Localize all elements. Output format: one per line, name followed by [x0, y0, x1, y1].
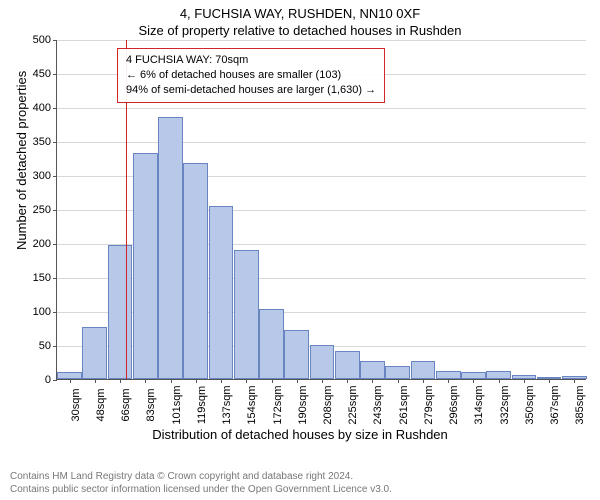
x-tick-mark: [574, 379, 575, 383]
histogram-bar: [486, 371, 511, 379]
y-axis-label: Number of detached properties: [14, 71, 29, 250]
footer-line-1: Contains HM Land Registry data © Crown c…: [10, 470, 392, 483]
y-tick-label: 250: [33, 204, 51, 216]
x-tick-mark: [448, 379, 449, 383]
y-tick-label: 350: [33, 136, 51, 148]
histogram-bar: [335, 351, 360, 379]
x-tick-label: 225sqm: [347, 385, 359, 424]
chart-title-main: 4, FUCHSIA WAY, RUSHDEN, NN10 0XF: [0, 0, 600, 21]
y-tick-mark: [53, 346, 57, 347]
y-tick-label: 200: [33, 238, 51, 250]
x-tick-label: 154sqm: [246, 385, 258, 424]
x-tick-mark: [347, 379, 348, 383]
histogram-bar: [411, 361, 436, 379]
histogram-bar: [108, 245, 133, 379]
histogram-bar: [360, 361, 385, 379]
gridline: [57, 142, 586, 143]
info-line-1: 4 FUCHSIA WAY: 70sqm: [126, 53, 376, 68]
y-tick-mark: [53, 74, 57, 75]
y-tick-label: 100: [33, 306, 51, 318]
histogram-bar: [209, 206, 234, 379]
footer-attribution: Contains HM Land Registry data © Crown c…: [10, 470, 392, 496]
info-line-2: ← 6% of detached houses are smaller (103…: [126, 68, 376, 83]
histogram-bar: [284, 330, 309, 379]
chart-container: Number of detached properties 0501001502…: [0, 40, 600, 440]
x-tick-label: 350sqm: [524, 385, 536, 424]
x-tick-mark: [297, 379, 298, 383]
x-tick-mark: [246, 379, 247, 383]
x-tick-label: 66sqm: [120, 388, 132, 421]
y-tick-mark: [53, 142, 57, 143]
x-tick-label: 208sqm: [322, 385, 334, 424]
x-tick-label: 83sqm: [145, 388, 157, 421]
x-tick-mark: [272, 379, 273, 383]
y-tick-mark: [53, 278, 57, 279]
y-tick-label: 450: [33, 68, 51, 80]
y-tick-label: 400: [33, 102, 51, 114]
histogram-bar: [82, 327, 107, 379]
footer-line-2: Contains public sector information licen…: [10, 483, 392, 496]
x-tick-label: 48sqm: [95, 388, 107, 421]
histogram-bar: [57, 372, 82, 379]
x-axis-label: Distribution of detached houses by size …: [0, 427, 600, 442]
y-tick-mark: [53, 40, 57, 41]
x-tick-mark: [196, 379, 197, 383]
y-tick-label: 500: [33, 34, 51, 46]
x-tick-label: 367sqm: [549, 385, 561, 424]
histogram-bar: [461, 372, 486, 379]
histogram-bar: [133, 153, 158, 379]
x-tick-label: 296sqm: [448, 385, 460, 424]
y-tick-label: 50: [39, 340, 51, 352]
x-tick-label: 172sqm: [272, 385, 284, 424]
x-tick-label: 332sqm: [499, 385, 511, 424]
y-tick-mark: [53, 176, 57, 177]
histogram-bar: [259, 309, 284, 379]
x-tick-mark: [120, 379, 121, 383]
x-tick-mark: [549, 379, 550, 383]
x-tick-mark: [499, 379, 500, 383]
x-tick-label: 385sqm: [574, 385, 586, 424]
x-tick-mark: [372, 379, 373, 383]
x-tick-label: 119sqm: [196, 386, 208, 424]
plot-area: 05010015020025030035040045050030sqm48sqm…: [56, 40, 586, 380]
histogram-bar: [436, 371, 461, 379]
y-tick-mark: [53, 108, 57, 109]
y-tick-mark: [53, 380, 57, 381]
x-tick-mark: [95, 379, 96, 383]
x-tick-mark: [145, 379, 146, 383]
gridline: [57, 108, 586, 109]
x-tick-label: 137sqm: [221, 385, 233, 424]
x-tick-mark: [423, 379, 424, 383]
histogram-bar: [310, 345, 335, 379]
x-tick-mark: [322, 379, 323, 383]
x-tick-mark: [398, 379, 399, 383]
y-tick-label: 0: [45, 374, 51, 386]
y-tick-mark: [53, 312, 57, 313]
histogram-bar: [183, 163, 208, 379]
x-tick-mark: [171, 379, 172, 383]
chart-title-sub: Size of property relative to detached ho…: [0, 21, 600, 38]
histogram-bar: [158, 117, 183, 379]
x-tick-label: 314sqm: [473, 385, 485, 424]
histogram-bar: [385, 366, 410, 379]
info-box: 4 FUCHSIA WAY: 70sqm ← 6% of detached ho…: [117, 48, 385, 103]
y-tick-mark: [53, 244, 57, 245]
info-line-3: 94% of semi-detached houses are larger (…: [126, 83, 376, 98]
histogram-bar: [234, 250, 259, 379]
x-tick-mark: [221, 379, 222, 383]
x-tick-mark: [524, 379, 525, 383]
x-tick-label: 243sqm: [372, 385, 384, 424]
x-tick-mark: [70, 379, 71, 383]
x-tick-label: 261sqm: [398, 385, 410, 424]
x-tick-label: 190sqm: [297, 385, 309, 424]
y-tick-label: 300: [33, 170, 51, 182]
y-tick-label: 150: [33, 272, 51, 284]
x-tick-label: 30sqm: [70, 388, 82, 421]
y-tick-mark: [53, 210, 57, 211]
x-tick-mark: [473, 379, 474, 383]
x-tick-label: 279sqm: [423, 385, 435, 424]
gridline: [57, 40, 586, 41]
x-tick-label: 101sqm: [171, 385, 183, 424]
